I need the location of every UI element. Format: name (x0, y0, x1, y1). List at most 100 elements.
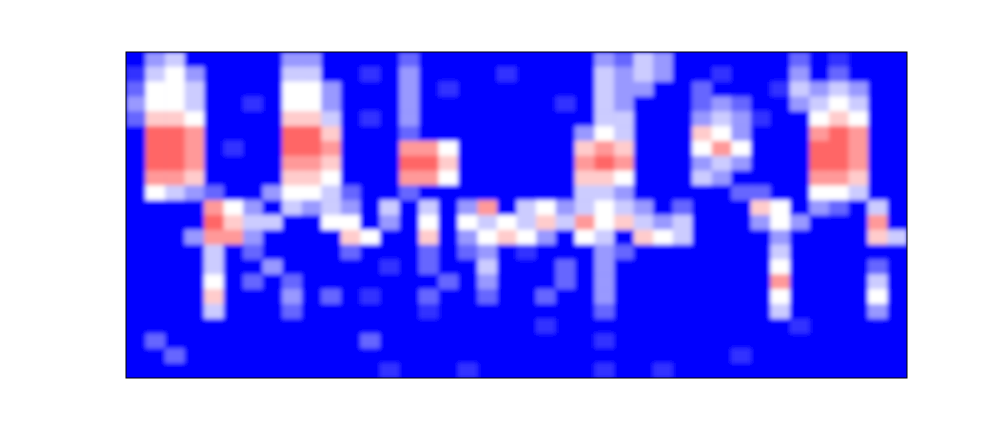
heatmap-cell (399, 348, 419, 363)
heatmap-cell (712, 334, 732, 349)
heatmap-cell (887, 215, 907, 230)
heatmap-cell (458, 274, 478, 289)
heatmap-cell (458, 156, 478, 171)
heatmap-cell (165, 185, 185, 200)
heatmap-cell (829, 245, 849, 260)
heatmap-cell (575, 348, 595, 363)
heatmap-cell (497, 156, 517, 171)
heatmap-cell (243, 259, 263, 274)
heatmap-cell (224, 274, 244, 289)
heatmap-cell (536, 111, 556, 126)
heatmap-cell (653, 230, 673, 245)
heatmap-cell (438, 141, 458, 156)
heatmap-cell (341, 200, 361, 215)
heatmap-cell (263, 111, 283, 126)
heatmap-cell (165, 274, 185, 289)
heatmap-cell (204, 111, 224, 126)
heatmap-cell (712, 141, 732, 156)
heatmap-cell (302, 334, 322, 349)
heatmap-cell (575, 171, 595, 186)
heatmap-cell (477, 319, 497, 334)
heatmap-cell (536, 185, 556, 200)
heatmap-cell (419, 274, 439, 289)
heatmap-cell (146, 67, 166, 82)
heatmap-cell (204, 96, 224, 111)
heatmap-cell (185, 82, 205, 97)
heatmap-cell (263, 126, 283, 141)
heatmap-cell (282, 96, 302, 111)
heatmap-cell (282, 126, 302, 141)
heatmap-cell (458, 82, 478, 97)
heatmap-cell (731, 96, 751, 111)
heatmap-cell (185, 185, 205, 200)
heatmap-cell (477, 96, 497, 111)
heatmap-cell (341, 259, 361, 274)
heatmap-cell (224, 67, 244, 82)
heatmap-cell (360, 96, 380, 111)
heatmap-cell (575, 334, 595, 349)
heatmap-cell (614, 141, 634, 156)
heatmap-cell (497, 52, 517, 67)
heatmap-cell (204, 141, 224, 156)
heatmap-cell (731, 111, 751, 126)
heatmap-cell (302, 200, 322, 215)
heatmap-cell (653, 259, 673, 274)
heatmap-cell (477, 126, 497, 141)
heatmap-cell (282, 274, 302, 289)
heatmap-cell (321, 259, 341, 274)
heatmap-cell (536, 141, 556, 156)
heatmap-cell (224, 185, 244, 200)
heatmap-cell (497, 67, 517, 82)
heatmap-cell (282, 319, 302, 334)
heatmap-cell (848, 156, 868, 171)
heatmap-cell (887, 200, 907, 215)
heatmap-cell (282, 363, 302, 378)
heatmap-cell (438, 67, 458, 82)
heatmap-cell (243, 141, 263, 156)
heatmap-cell (185, 334, 205, 349)
heatmap-cell (263, 52, 283, 67)
heatmap-cell (360, 111, 380, 126)
heatmap-cell (458, 171, 478, 186)
heatmap-cell (536, 171, 556, 186)
heatmap-cell (634, 215, 654, 230)
heatmap-cell (399, 126, 419, 141)
heatmap-cell (341, 245, 361, 260)
heatmap-cell (517, 215, 537, 230)
heatmap-cell (458, 52, 478, 67)
heatmap-cell (809, 230, 829, 245)
heatmap-cell (419, 185, 439, 200)
heatmap-cell (341, 304, 361, 319)
heatmap-cell (653, 363, 673, 378)
heatmap-cell (477, 200, 497, 215)
heatmap-cell (146, 245, 166, 260)
heatmap-cell (438, 363, 458, 378)
heatmap-cell (243, 96, 263, 111)
heatmap-cell (556, 126, 576, 141)
heatmap-cell (751, 126, 771, 141)
heatmap-cell (477, 363, 497, 378)
heatmap-cell (536, 348, 556, 363)
heatmap-cell (517, 156, 537, 171)
heatmap-cell (712, 289, 732, 304)
heatmap-cell (634, 274, 654, 289)
heatmap-cell (302, 363, 322, 378)
heatmap-cell (126, 126, 146, 141)
heatmap-cell (458, 245, 478, 260)
heatmap-cell (243, 215, 263, 230)
heatmap-cell (517, 334, 537, 349)
heatmap-cell (497, 334, 517, 349)
heatmap-cell (204, 363, 224, 378)
heatmap-cell (185, 259, 205, 274)
heatmap-cell (556, 348, 576, 363)
heatmap-cell (126, 348, 146, 363)
heatmap-cell (497, 111, 517, 126)
heatmap-cell (360, 334, 380, 349)
heatmap-cell (243, 348, 263, 363)
heatmap-cell (399, 82, 419, 97)
heatmap-cell (770, 111, 790, 126)
heatmap-cell (809, 156, 829, 171)
heatmap-cell (887, 348, 907, 363)
heatmap-cell (341, 289, 361, 304)
heatmap-cell (751, 348, 771, 363)
